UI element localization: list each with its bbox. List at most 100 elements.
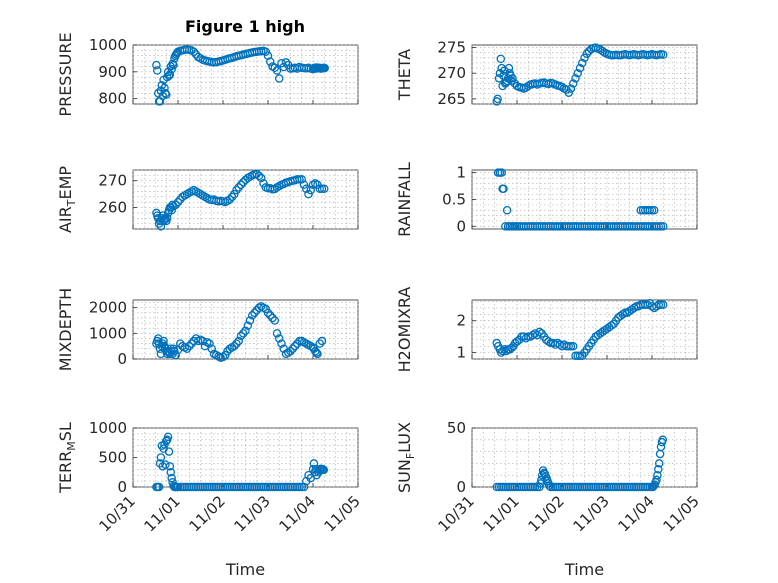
data-point: [238, 329, 248, 338]
data-point: [168, 59, 177, 69]
data-point: [241, 326, 250, 336]
data-point: [569, 79, 578, 88]
data-point: [598, 46, 607, 56]
subplot-mixdepth: 0 1000 2000 MIXDEPTH: [56, 288, 359, 371]
y-axis-label: THETA: [395, 49, 414, 101]
data-point: [256, 173, 266, 183]
y-tick-label: 0: [456, 217, 466, 235]
data-point: [618, 310, 628, 319]
data-point: [502, 205, 512, 215]
y-tick-label: 500: [98, 449, 127, 467]
data-point: [643, 300, 652, 310]
data-point: [182, 344, 192, 353]
subplot-pressure: 800 900 1000 PRESSURE: [56, 32, 359, 117]
data-point: [545, 481, 554, 491]
x-axis-label: Time: [564, 560, 604, 579]
data-point: [578, 58, 587, 68]
y-tick-label: 1000: [89, 419, 127, 437]
y-tick-label: 275: [437, 39, 466, 57]
data-point: [162, 214, 172, 223]
data-point: [263, 308, 273, 318]
data-point: [281, 58, 291, 67]
data-point: [313, 349, 322, 359]
y-tick-label: 900: [98, 63, 127, 81]
data-point: [205, 339, 214, 348]
subplot-theta: 265 270 275 THETA: [395, 39, 698, 108]
y-axis-label: PRESSURE: [56, 32, 75, 116]
data-point: [170, 347, 179, 356]
y-tick-label: 1: [456, 164, 466, 182]
data-point: [497, 168, 506, 177]
data-point: [189, 47, 198, 56]
data-point: [659, 300, 668, 310]
data-point: [274, 74, 284, 83]
y-axis-label: TERRMSL: [56, 422, 78, 494]
data-point: [521, 334, 531, 343]
data-point: [274, 334, 284, 343]
data-point: [254, 171, 264, 181]
subplot-rainfall: 0 0.5 1 RAINFALL: [395, 162, 698, 237]
data-point: [167, 473, 176, 483]
data-point: [167, 64, 176, 74]
data-point: [218, 352, 228, 362]
subplot-air-temp: 260 270 AIRTEMP: [56, 166, 359, 233]
data-point: [315, 339, 324, 348]
data-point: [544, 337, 553, 346]
data-point: [496, 54, 506, 64]
data-point: [504, 63, 514, 73]
data-point: [162, 72, 172, 82]
data-point: [158, 91, 167, 101]
data-point: [501, 222, 510, 231]
data-point: [161, 89, 170, 98]
data-point: [229, 341, 239, 351]
data-point: [153, 66, 162, 75]
data-point: [319, 184, 329, 194]
data-point: [265, 57, 275, 66]
y-tick-label: 1: [456, 344, 466, 362]
data-point: [573, 68, 583, 78]
data-point: [159, 336, 168, 346]
data-point: [277, 339, 286, 348]
data-point: [659, 222, 668, 231]
data-point: [156, 453, 166, 462]
y-tick-label: 50: [447, 419, 466, 437]
y-tick-label: 270: [437, 64, 466, 82]
data-point: [272, 66, 282, 75]
data-point: [243, 321, 252, 330]
data-point: [165, 70, 175, 79]
data-point: [152, 60, 161, 70]
subplot-h2omixra: 1 2 H2OMIXRA: [395, 287, 698, 372]
data-point: [272, 329, 282, 338]
figure-title: Figure 1 high: [185, 17, 305, 36]
data-point: [270, 316, 279, 325]
y-tick-label: 2000: [89, 299, 127, 317]
y-axis-label: MIXDEPTH: [56, 288, 75, 371]
data-point: [652, 475, 661, 485]
data-point: [157, 80, 167, 90]
data-point: [184, 341, 194, 351]
y-tick-label: 270: [98, 172, 127, 190]
data-point: [265, 311, 275, 320]
y-tick-label: 0.5: [442, 191, 466, 209]
y-tick-label: 0: [117, 350, 127, 368]
data-point: [154, 482, 164, 492]
data-point: [245, 316, 255, 325]
data-point: [557, 82, 567, 92]
data-point: [171, 350, 180, 360]
data-point: [564, 88, 574, 97]
data-point: [167, 205, 176, 215]
data-point: [290, 341, 300, 351]
data-point: [236, 331, 246, 341]
data-point: [535, 327, 544, 337]
data-point: [232, 339, 241, 348]
data-point: [650, 205, 659, 215]
data-point: [607, 321, 616, 330]
data-point: [493, 94, 502, 104]
data-point: [286, 347, 295, 356]
y-tick-label: 1000: [89, 324, 127, 342]
data-point: [320, 63, 329, 73]
data-point: [164, 447, 174, 456]
data-point: [297, 175, 306, 184]
data-point: [301, 184, 311, 194]
